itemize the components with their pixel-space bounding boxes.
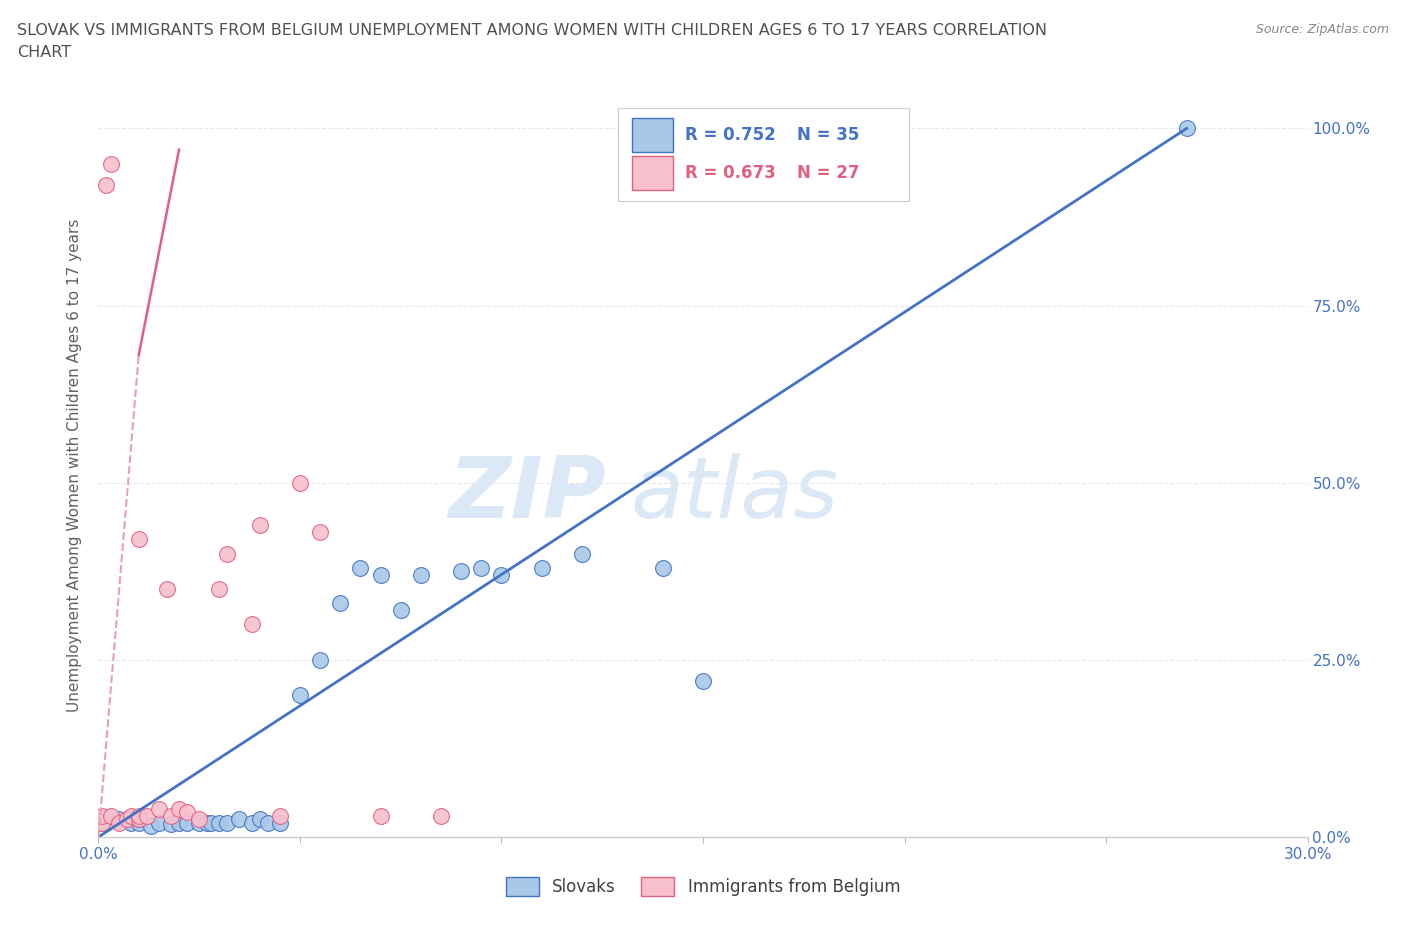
Point: [269, 816, 291, 830]
Point: [288, 688, 311, 703]
Point: [389, 603, 412, 618]
Text: R = 0.673: R = 0.673: [685, 165, 776, 182]
Text: R = 0.752: R = 0.752: [685, 126, 776, 143]
Point: [100, 808, 122, 823]
Point: [195, 816, 218, 830]
Y-axis label: Unemployment Among Women with Children Ages 6 to 17 years: Unemployment Among Women with Children A…: [67, 219, 83, 711]
Point: [167, 816, 190, 830]
Point: [176, 816, 198, 830]
Point: [128, 532, 150, 547]
Point: [240, 617, 263, 631]
Point: [100, 156, 122, 171]
Point: [115, 812, 138, 827]
Point: [217, 816, 239, 830]
Point: [107, 812, 129, 827]
Point: [430, 808, 453, 823]
Text: Source: ZipAtlas.com: Source: ZipAtlas.com: [1256, 23, 1389, 36]
Point: [349, 560, 371, 575]
Point: [249, 518, 271, 533]
Point: [288, 475, 311, 490]
Point: [160, 817, 183, 831]
Point: [217, 546, 239, 561]
Point: [329, 596, 352, 611]
Point: [309, 525, 332, 539]
Text: CHART: CHART: [17, 45, 70, 60]
Point: [120, 808, 142, 823]
Point: [135, 808, 157, 823]
Point: [148, 802, 170, 817]
Point: [107, 816, 129, 830]
Point: [692, 673, 714, 688]
Point: [470, 560, 492, 575]
Point: [176, 804, 198, 819]
Point: [370, 567, 392, 582]
Text: SLOVAK VS IMMIGRANTS FROM BELGIUM UNEMPLOYMENT AMONG WOMEN WITH CHILDREN AGES 6 : SLOVAK VS IMMIGRANTS FROM BELGIUM UNEMPL…: [17, 23, 1047, 38]
Point: [160, 808, 183, 823]
Point: [128, 812, 150, 827]
Point: [188, 816, 211, 830]
Point: [240, 816, 263, 830]
Point: [128, 816, 150, 830]
Point: [228, 812, 250, 827]
FancyBboxPatch shape: [631, 156, 672, 191]
Point: [148, 816, 170, 830]
Point: [651, 560, 673, 575]
FancyBboxPatch shape: [631, 117, 672, 152]
Point: [128, 808, 150, 823]
Point: [167, 802, 190, 817]
Point: [309, 653, 332, 668]
Text: atlas: atlas: [630, 453, 838, 537]
Point: [571, 546, 593, 561]
Point: [208, 816, 231, 830]
Point: [188, 812, 211, 827]
Point: [139, 819, 162, 834]
Point: [96, 178, 118, 193]
Point: [370, 808, 392, 823]
Point: [91, 816, 114, 830]
Point: [128, 812, 150, 827]
Point: [269, 808, 291, 823]
Point: [91, 808, 114, 823]
Point: [156, 581, 179, 596]
Legend: Slovaks, Immigrants from Belgium: Slovaks, Immigrants from Belgium: [499, 870, 907, 903]
Point: [91, 816, 114, 830]
Text: N = 27: N = 27: [797, 165, 860, 182]
Point: [120, 816, 142, 830]
Point: [256, 816, 278, 830]
Point: [1175, 121, 1198, 136]
Text: N = 35: N = 35: [797, 126, 859, 143]
Text: ZIP: ZIP: [449, 453, 606, 537]
FancyBboxPatch shape: [619, 108, 908, 201]
Point: [249, 812, 271, 827]
Point: [208, 581, 231, 596]
Point: [530, 560, 553, 575]
Point: [409, 567, 432, 582]
Point: [450, 564, 472, 578]
Point: [200, 816, 222, 830]
Point: [491, 567, 513, 582]
